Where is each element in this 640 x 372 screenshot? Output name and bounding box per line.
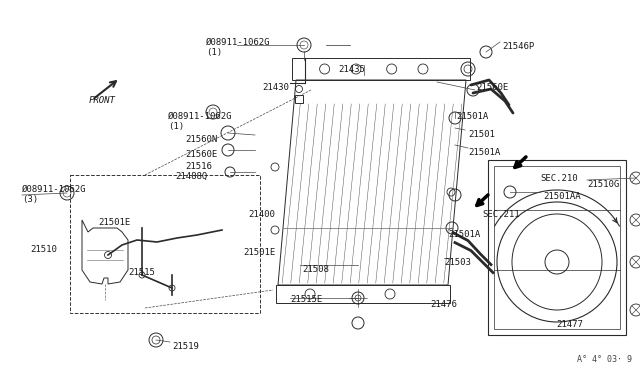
Bar (494, 166, 620, 329)
Text: Ø08911-1062G
(1): Ø08911-1062G (1) (205, 38, 270, 57)
Text: 21560E: 21560E (476, 83, 508, 92)
Text: 21400: 21400 (248, 210, 275, 219)
Text: 21501A: 21501A (456, 112, 488, 121)
Text: 21501E: 21501E (98, 218, 131, 227)
Text: 21510G: 21510G (587, 180, 620, 189)
Bar (295, 95, 303, 103)
Text: 21560N: 21560N (185, 135, 217, 144)
Text: 21515: 21515 (128, 268, 155, 277)
Text: 21501A: 21501A (448, 230, 480, 239)
Text: 21546P: 21546P (502, 42, 534, 51)
Text: SEC.211: SEC.211 (482, 210, 520, 219)
Text: 21508: 21508 (302, 265, 329, 274)
Bar (488, 160, 626, 335)
Text: SEC.210: SEC.210 (540, 174, 578, 183)
Text: 21503: 21503 (444, 258, 471, 267)
Text: 21501: 21501 (468, 130, 495, 139)
Text: 21560E: 21560E (185, 150, 217, 159)
Text: FRONT: FRONT (88, 96, 115, 105)
Text: Ø08911-1062G
(3): Ø08911-1062G (3) (22, 185, 86, 204)
Text: 21516: 21516 (185, 162, 212, 171)
Text: 21501E: 21501E (243, 248, 275, 257)
Text: 21435: 21435 (338, 65, 365, 74)
Text: Ø08911-1062G
(1): Ø08911-1062G (1) (168, 112, 232, 131)
Text: 21510: 21510 (30, 245, 57, 254)
Text: 21501AA: 21501AA (543, 192, 580, 201)
Text: 21515E: 21515E (290, 295, 323, 304)
Text: 21477: 21477 (556, 320, 583, 329)
Text: 21501A: 21501A (468, 148, 500, 157)
Text: 21519: 21519 (172, 342, 199, 351)
Text: A° 4° 03· 9: A° 4° 03· 9 (577, 355, 632, 364)
Text: 21476: 21476 (430, 300, 457, 309)
Bar (70, 175, 260, 313)
Text: 21430: 21430 (262, 83, 289, 92)
Text: 21488Q: 21488Q (175, 172, 207, 181)
